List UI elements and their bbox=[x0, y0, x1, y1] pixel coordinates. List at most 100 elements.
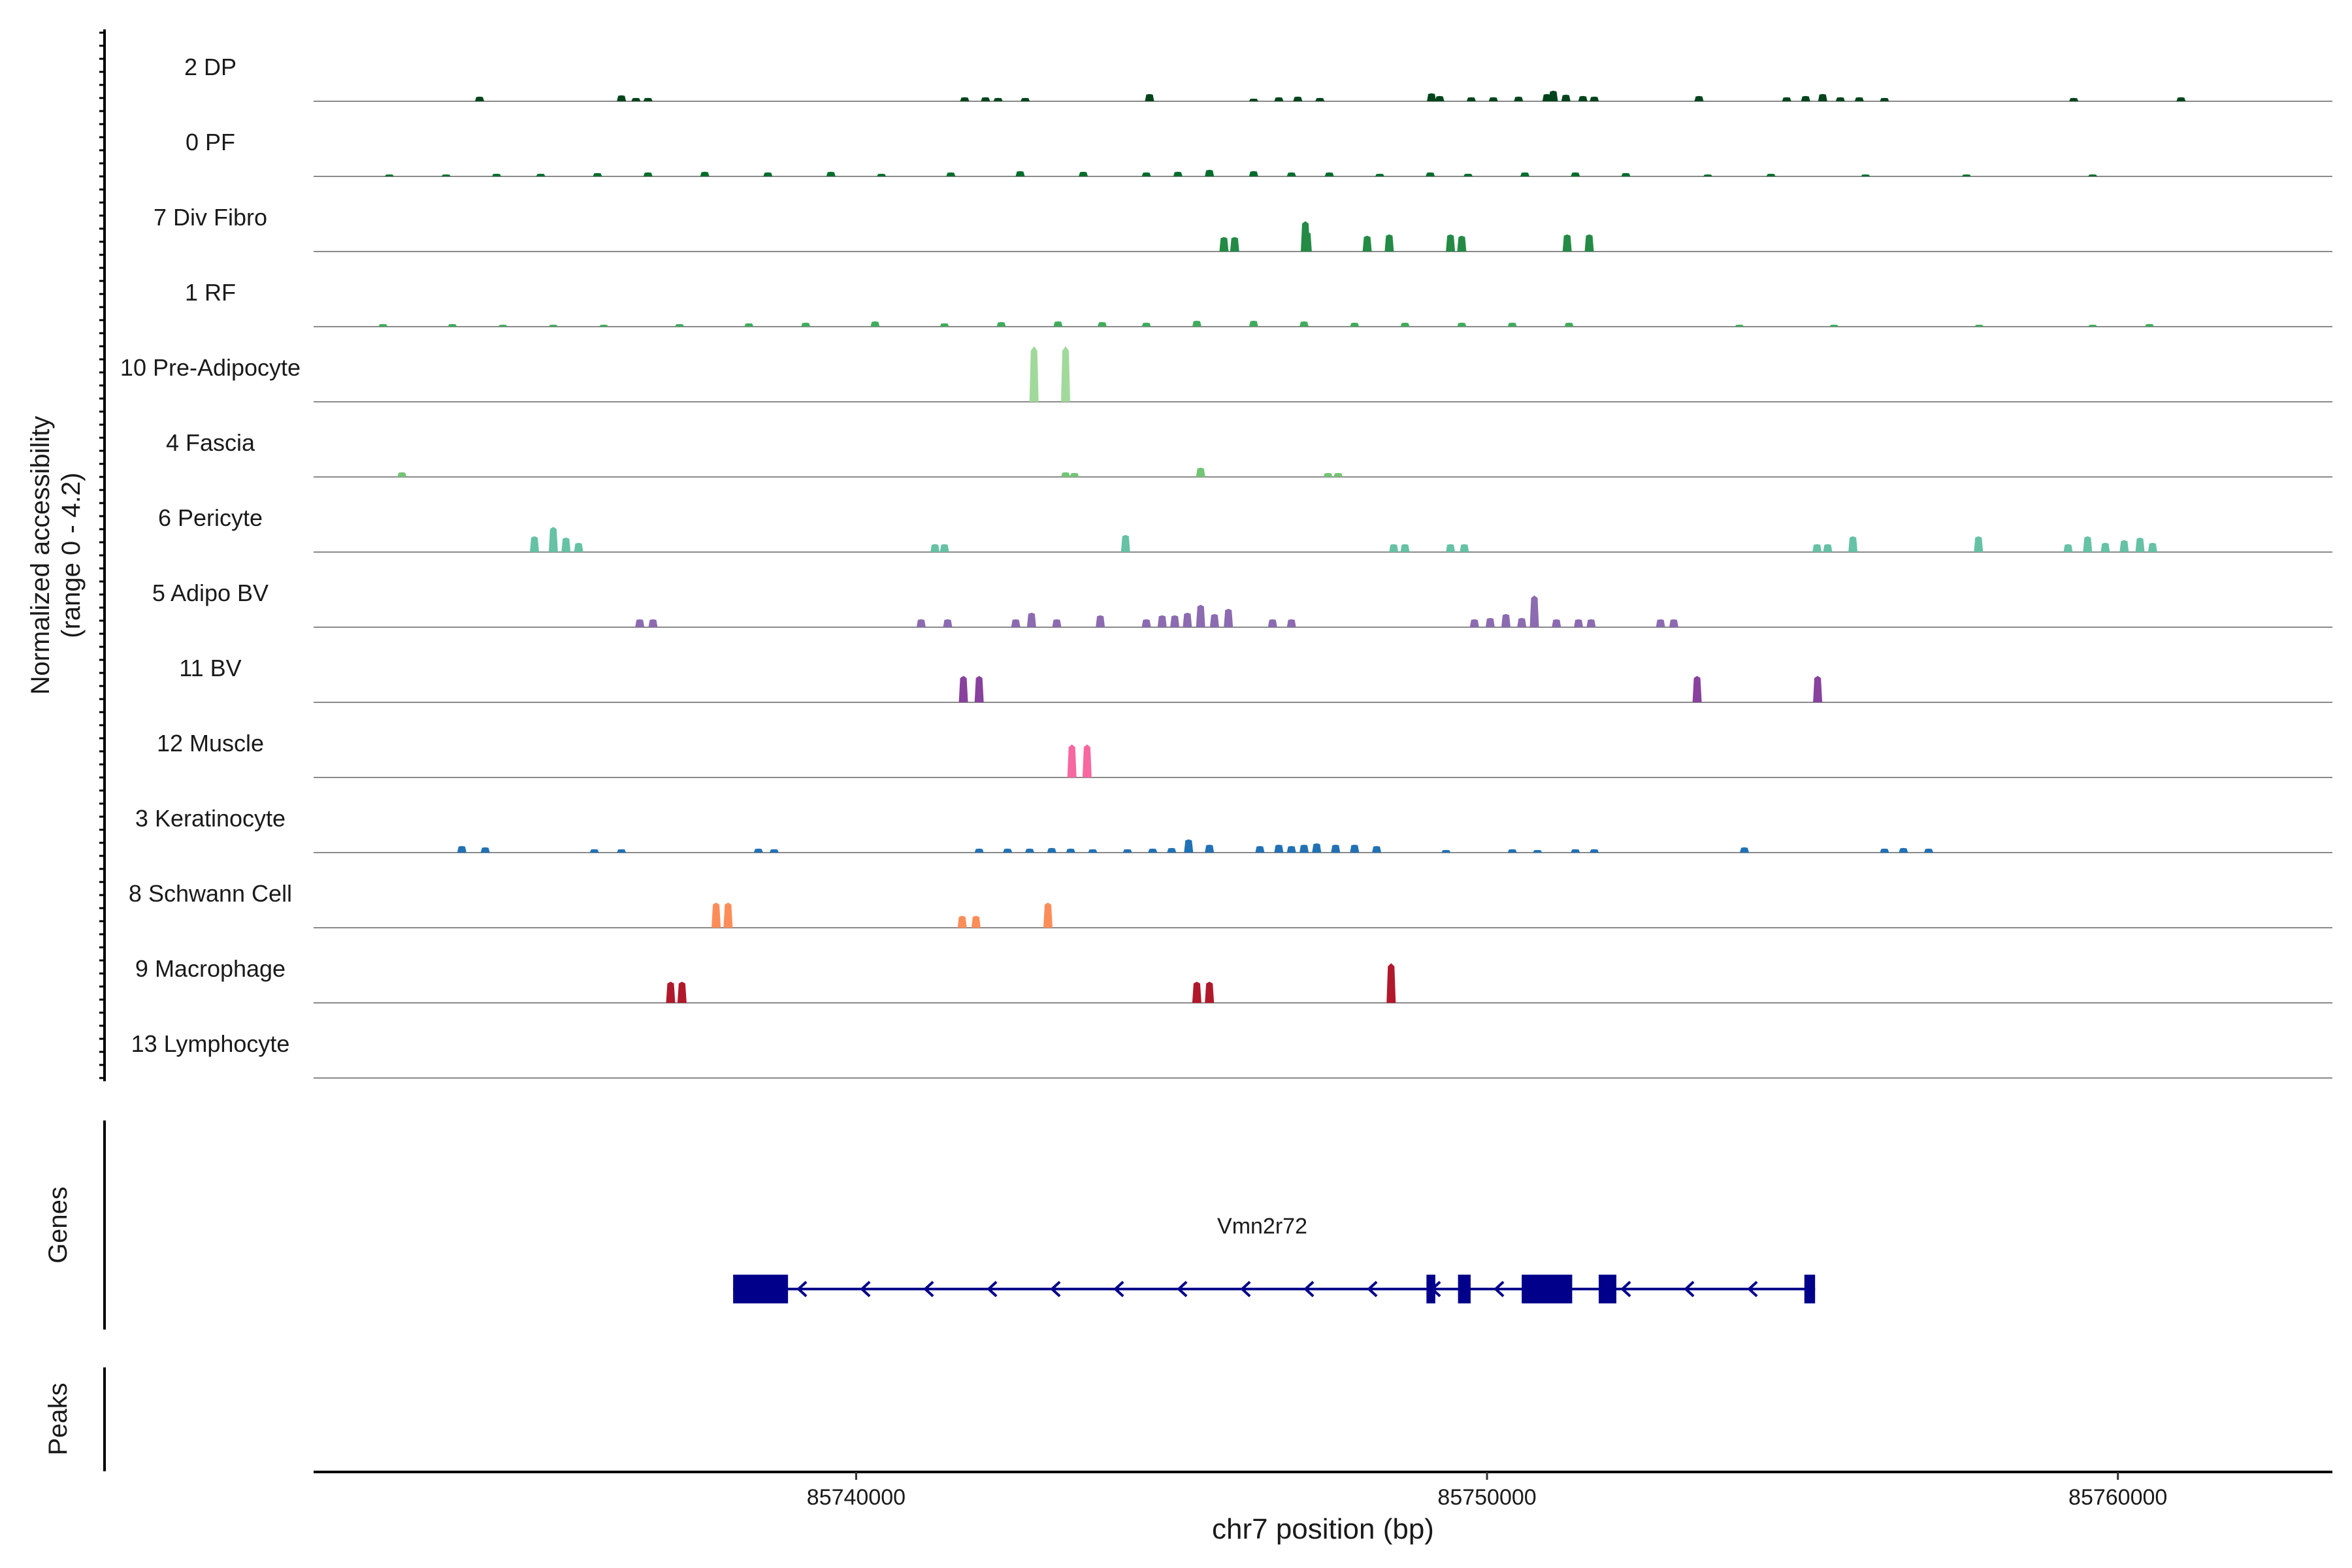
coverage-peak bbox=[1230, 237, 1239, 252]
y-minor-ticks bbox=[99, 31, 105, 1079]
coverage-peak bbox=[1350, 322, 1360, 327]
coverage-peak bbox=[1501, 613, 1511, 627]
coverage-peak bbox=[2083, 536, 2093, 552]
coverage-peak bbox=[536, 174, 546, 176]
coverage-peak bbox=[1574, 619, 1584, 627]
coverage-peak bbox=[1003, 848, 1013, 853]
track-label: 4 Fascia bbox=[166, 429, 255, 456]
coverage-peak bbox=[548, 527, 558, 552]
coverage-peak bbox=[1694, 95, 1704, 101]
coverage-peak bbox=[1400, 322, 1410, 327]
coverage-peak bbox=[1389, 544, 1399, 552]
track-label: 13 Lymphocyte bbox=[131, 1030, 290, 1057]
gene-exon bbox=[1522, 1275, 1573, 1303]
coverage-peak bbox=[1974, 325, 1984, 327]
coverage-peak bbox=[711, 902, 721, 928]
track-1: 2 DP bbox=[184, 54, 2332, 102]
coverage-peak bbox=[617, 95, 627, 101]
coverage-peak bbox=[1082, 744, 1092, 777]
coverage-peak bbox=[1286, 172, 1296, 176]
coverage-peak bbox=[1047, 847, 1056, 853]
track-label: 9 Macrophage bbox=[135, 955, 286, 982]
strand-arrow bbox=[1494, 1281, 1505, 1298]
coverage-peak bbox=[397, 472, 407, 477]
coverage-peak bbox=[1823, 544, 1833, 552]
coverage-peak bbox=[675, 324, 685, 327]
coverage-peak bbox=[1590, 849, 1599, 853]
coverage-peak bbox=[1669, 619, 1678, 627]
coverage-peak bbox=[1255, 845, 1265, 853]
coverage-peak bbox=[1586, 619, 1596, 627]
coverage-peak bbox=[1324, 172, 1334, 176]
coverage-peak bbox=[1120, 534, 1130, 552]
coverage-peak bbox=[1457, 322, 1467, 327]
coverage-peak bbox=[1331, 844, 1341, 853]
coverage-peak bbox=[2088, 174, 2098, 176]
coverage-peak bbox=[1469, 619, 1479, 627]
coverage-peak bbox=[1052, 619, 1062, 627]
coverage-peak bbox=[1801, 95, 1810, 101]
coverage-peak bbox=[1021, 97, 1030, 101]
coverage-peak bbox=[498, 325, 508, 327]
coverage-peak bbox=[960, 97, 970, 101]
track-3: 7 Div Fibro bbox=[154, 204, 2332, 252]
coverage-peak bbox=[870, 321, 880, 327]
coverage-peak bbox=[1812, 544, 1822, 552]
x-ticks: 85740000 85750000 85760000 bbox=[807, 1472, 2167, 1510]
coverage-peak bbox=[1015, 171, 1025, 176]
coverage-peak bbox=[1122, 849, 1132, 853]
coverage-peak bbox=[1061, 346, 1070, 402]
coverage-peak bbox=[801, 322, 811, 327]
coverage-peak bbox=[1286, 845, 1296, 853]
coverage-peak bbox=[1025, 848, 1034, 853]
coverage-peak bbox=[1441, 850, 1451, 853]
coverage-peak bbox=[1267, 619, 1277, 627]
coverage-peak bbox=[971, 915, 981, 928]
coverage-peak bbox=[1333, 472, 1343, 477]
track-label: 6 Pericyte bbox=[158, 504, 263, 531]
coverage-peak bbox=[635, 619, 645, 627]
coverage-peak bbox=[981, 97, 990, 101]
coverage-peak bbox=[1835, 97, 1845, 101]
strand-arrow bbox=[1367, 1281, 1378, 1298]
coverage-peak bbox=[1861, 174, 1870, 176]
coverage-peak bbox=[1974, 536, 1984, 552]
coverage-peak bbox=[1529, 595, 1539, 627]
coverage-peak bbox=[1170, 615, 1180, 627]
strand-arrow bbox=[1240, 1281, 1251, 1298]
track-2: 0 PF bbox=[186, 129, 2332, 177]
coverage-peak bbox=[957, 915, 967, 928]
coverage-peak bbox=[593, 172, 602, 176]
coverage-peak bbox=[753, 848, 763, 853]
track-12: 8 Schwann Cell bbox=[129, 880, 2332, 928]
gene-exon bbox=[1426, 1275, 1435, 1303]
coverage-peak bbox=[1011, 619, 1021, 627]
coverage-peak bbox=[826, 171, 836, 176]
coverage-peak bbox=[1205, 169, 1215, 176]
gene-exon bbox=[733, 1275, 789, 1303]
coverage-peak bbox=[1141, 322, 1151, 327]
coverage-peak bbox=[1302, 231, 1312, 252]
coverage-peak bbox=[1740, 847, 1749, 853]
coverage-peak bbox=[643, 97, 653, 101]
track-label: 3 Keratinocyte bbox=[135, 805, 286, 832]
coverage-peak bbox=[1590, 96, 1599, 101]
coverage-peak bbox=[1899, 847, 1908, 853]
x-tick-label: 85760000 bbox=[2068, 1485, 2167, 1510]
coverage-peak bbox=[1173, 171, 1183, 176]
coverage-peak bbox=[1096, 615, 1105, 627]
strand-arrow bbox=[860, 1281, 871, 1298]
coverage-peak bbox=[2148, 542, 2157, 552]
coverage-peak bbox=[1517, 617, 1527, 627]
coverage-peak bbox=[1564, 322, 1574, 327]
coverage-peak bbox=[1249, 320, 1258, 327]
track-6: 4 Fascia bbox=[166, 429, 2332, 478]
gene-exon bbox=[1598, 1275, 1617, 1303]
coverage-peak bbox=[1053, 321, 1063, 327]
track-label: 10 Pre-Adipocyte bbox=[120, 354, 301, 381]
coverage-peak bbox=[1571, 172, 1580, 176]
coverage-peak bbox=[1520, 172, 1529, 176]
coverage-peak bbox=[916, 619, 926, 627]
coverage-peak bbox=[1274, 97, 1284, 101]
peaks-track-label: Peaks bbox=[44, 1382, 73, 1455]
